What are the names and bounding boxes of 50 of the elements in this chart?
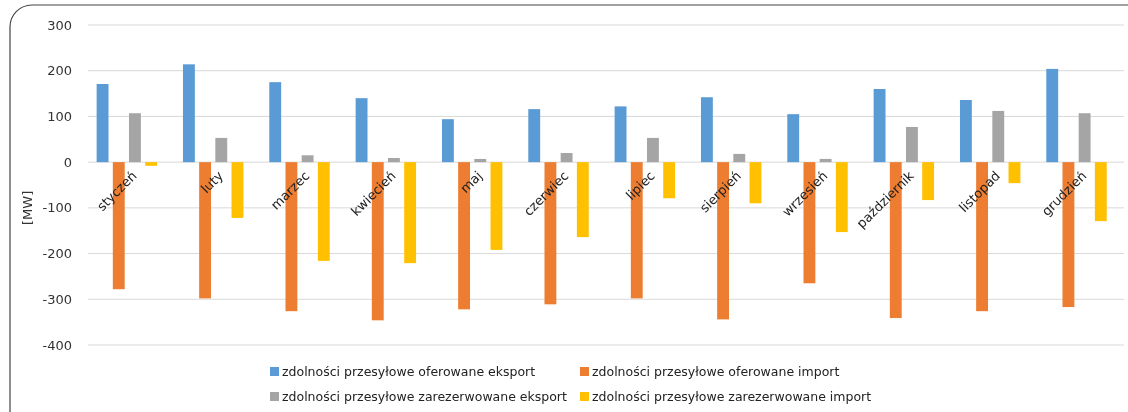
bar bbox=[787, 114, 800, 163]
bar bbox=[560, 153, 573, 163]
bar bbox=[700, 97, 713, 163]
legend-label: zdolności przesyłowe zarezerwowane eksport bbox=[282, 389, 568, 405]
bar bbox=[1094, 162, 1107, 222]
bar bbox=[922, 162, 935, 201]
bar bbox=[404, 162, 417, 264]
bar bbox=[992, 110, 1005, 163]
bar bbox=[959, 99, 972, 163]
bar bbox=[1046, 68, 1059, 163]
bar bbox=[733, 153, 746, 163]
bar bbox=[576, 162, 589, 238]
bar bbox=[873, 89, 886, 163]
bar bbox=[182, 64, 195, 163]
bar bbox=[129, 113, 141, 163]
bar bbox=[663, 162, 676, 199]
bar bbox=[96, 83, 109, 163]
bar bbox=[474, 158, 487, 163]
legend-label: zdolności przesyłowe oferowane import bbox=[592, 364, 840, 380]
y-tick-label: 300 bbox=[47, 17, 72, 33]
bar bbox=[317, 162, 330, 261]
bar bbox=[355, 98, 368, 163]
bar bbox=[819, 158, 832, 163]
bar bbox=[647, 137, 659, 163]
bar bbox=[906, 126, 918, 163]
y-tick-label: 200 bbox=[47, 63, 72, 79]
bar bbox=[1078, 113, 1091, 163]
y-tick-label: 100 bbox=[47, 108, 72, 124]
legend-label: zdolności przesyłowe oferowane eksport bbox=[282, 364, 536, 380]
y-tick-label: -200 bbox=[42, 246, 72, 262]
bar bbox=[145, 162, 158, 166]
bar bbox=[528, 109, 541, 163]
bar bbox=[231, 162, 244, 218]
y-tick-label: -400 bbox=[42, 337, 72, 353]
bar bbox=[215, 137, 228, 163]
bar bbox=[835, 162, 848, 233]
bar bbox=[388, 158, 400, 163]
legend-label: zdolności przesyłowe zarezerwowane import bbox=[592, 389, 872, 405]
bar bbox=[749, 162, 762, 204]
y-tick-label: 0 bbox=[63, 154, 72, 170]
bar bbox=[301, 155, 314, 163]
bar bbox=[490, 162, 503, 250]
y-axis-title: [MW] bbox=[20, 190, 35, 225]
x-tick-label: luty bbox=[198, 167, 227, 197]
y-tick-label: -100 bbox=[42, 200, 72, 216]
bar bbox=[1008, 162, 1021, 184]
bar bbox=[614, 106, 627, 163]
y-tick-label: -300 bbox=[42, 291, 72, 307]
bar bbox=[269, 82, 282, 163]
bar bbox=[441, 119, 454, 163]
